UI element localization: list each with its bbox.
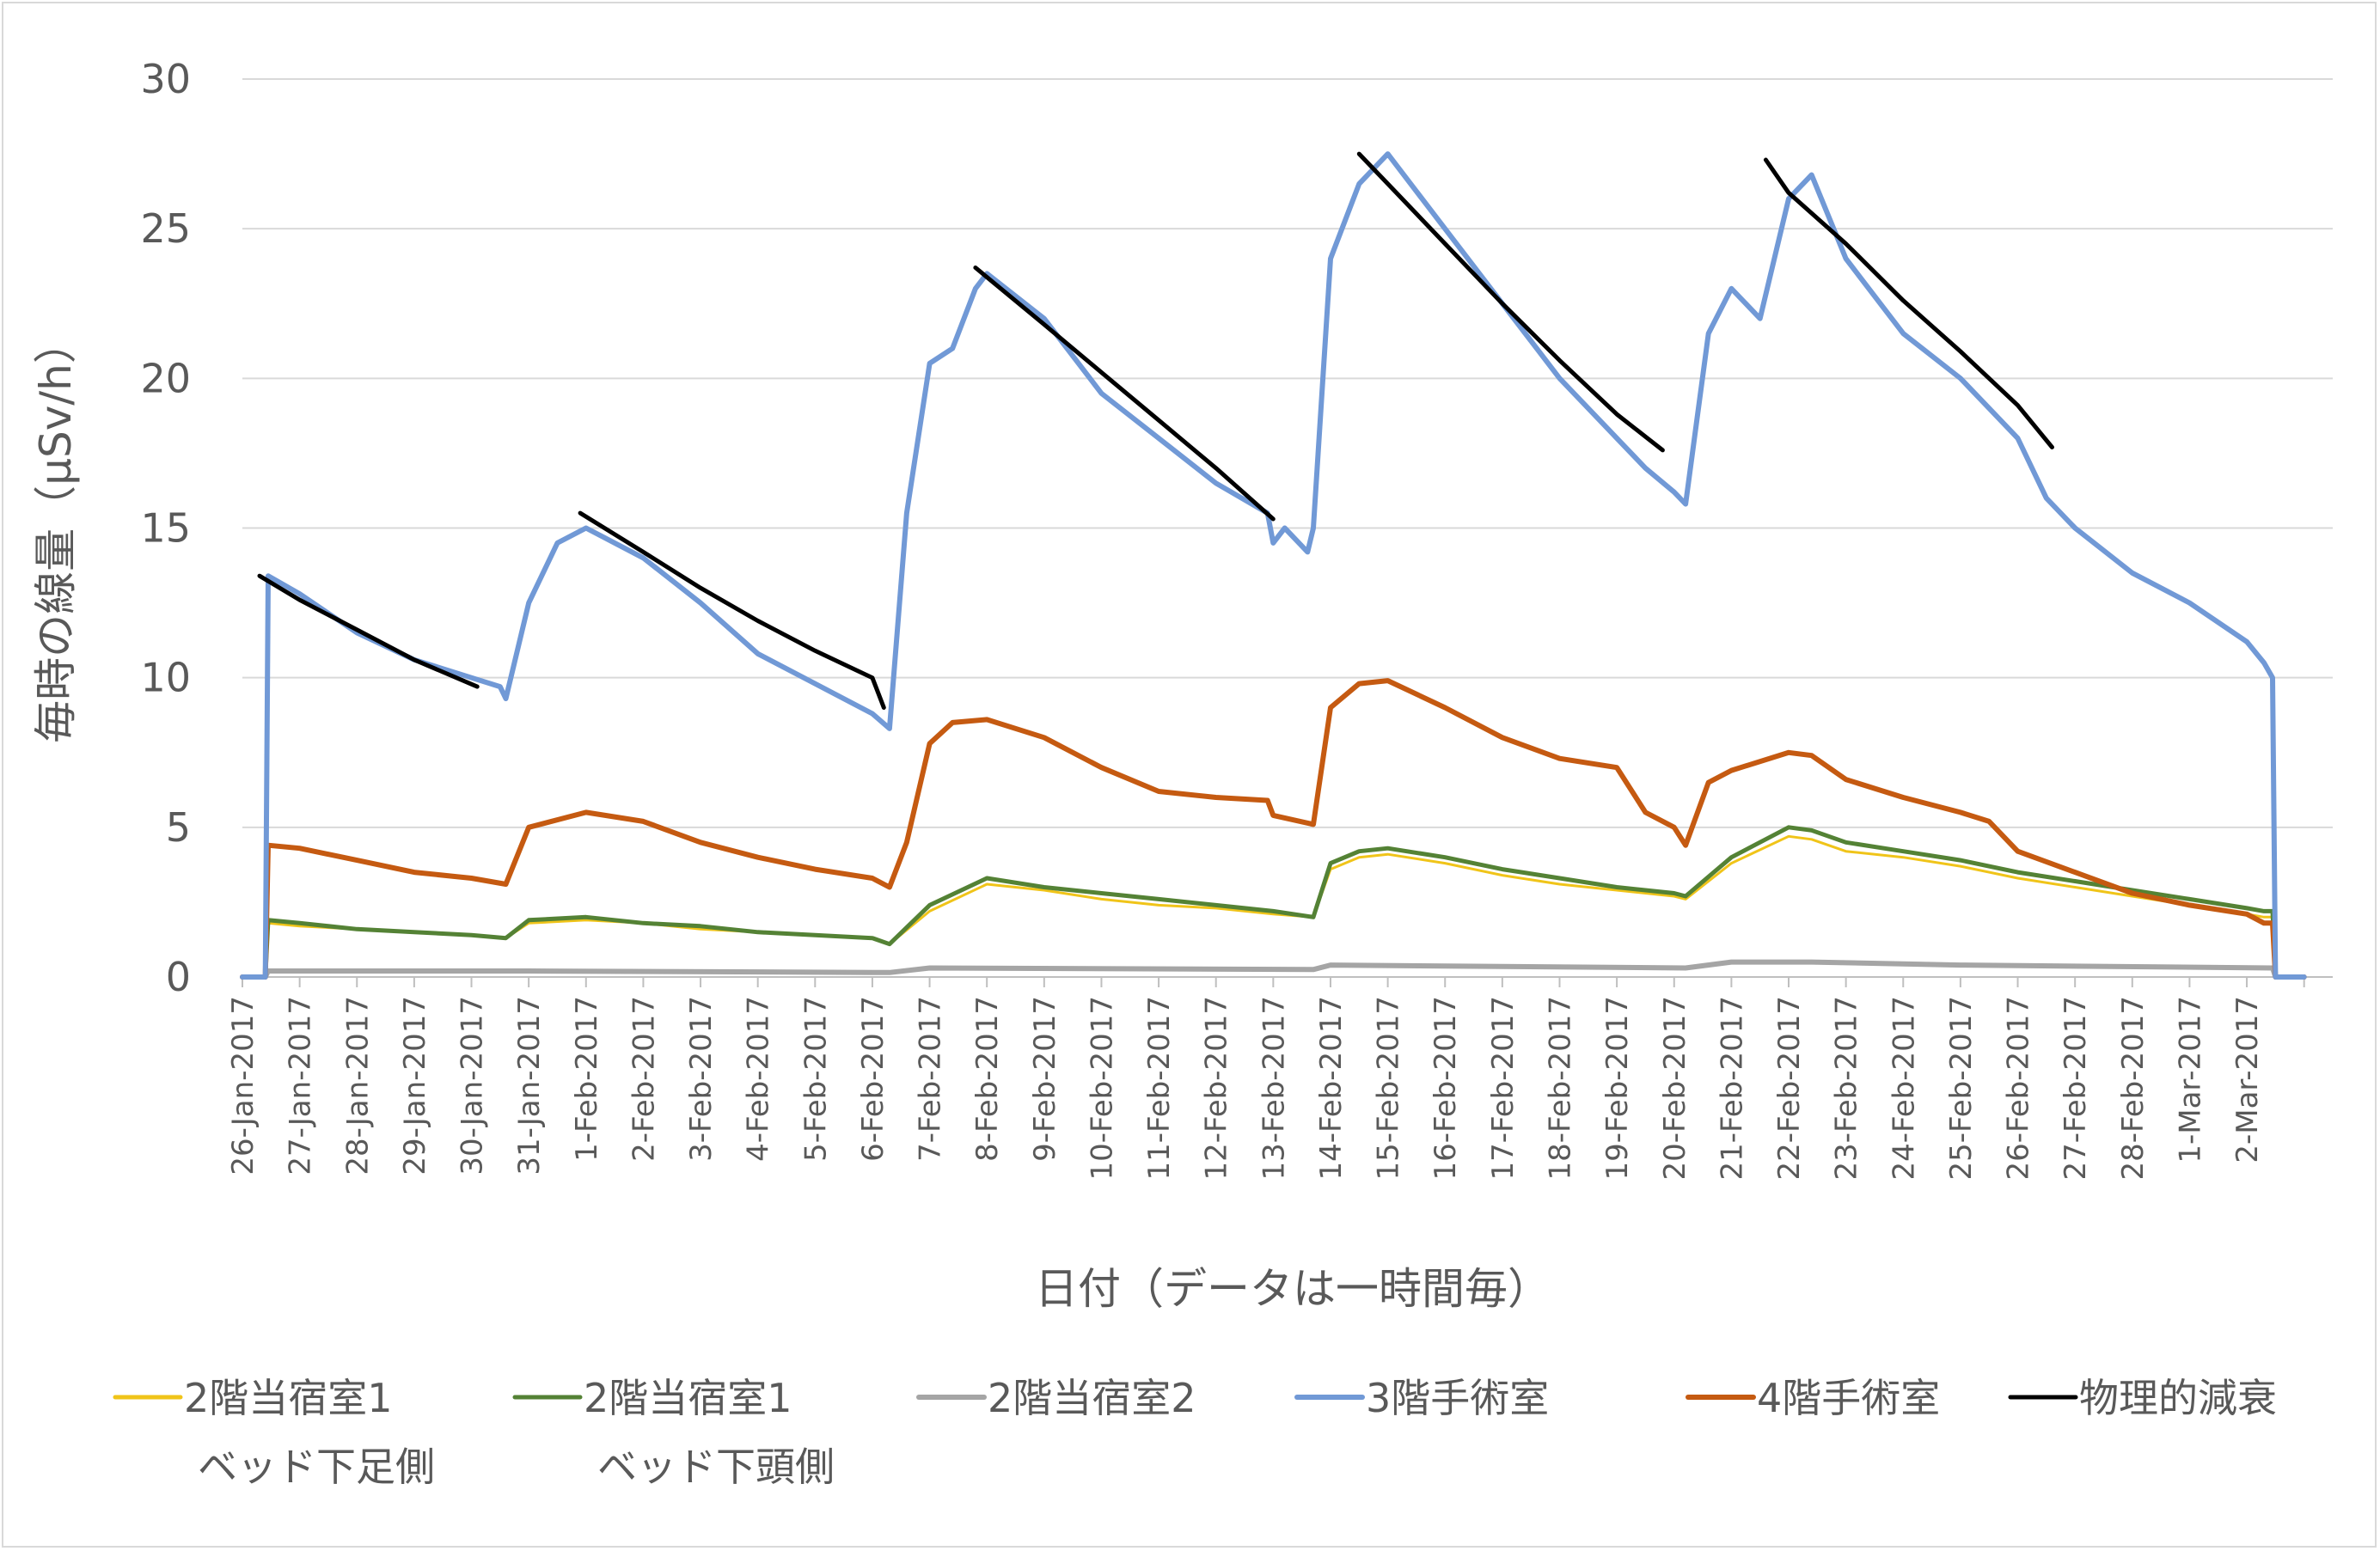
- series-line-6: [257, 573, 480, 689]
- y-tick-label: 30: [140, 56, 191, 102]
- x-tick-label: 23-Feb-2017: [1830, 996, 1864, 1181]
- x-tick-label: 1-Mar-2017: [2173, 996, 2207, 1163]
- series-line-6: [1763, 157, 2054, 449]
- line-chart: 0 5 10 15 20 25 30 26-Jan-2017 27-Jan-2017 28-Ja…: [31, 56, 2333, 1490]
- y-tick-label: 5: [166, 804, 191, 851]
- legend: 2階当宿室1 ベッド下足側 2階当宿室1 ベッド下頭側 2階当宿室2 3階手術室 4階手術室…: [113, 1375, 2277, 1490]
- legend-label-3: 2階当宿室2: [988, 1375, 1196, 1421]
- legend-label-5: 4階手術室: [1757, 1375, 1940, 1421]
- x-tick-label: 2-Feb-2017: [627, 996, 661, 1162]
- legend-label-2: ベッド下頭側: [597, 1444, 835, 1490]
- x-tick-label: 14-Feb-2017: [1314, 996, 1349, 1181]
- x-tick-label: 18-Feb-2017: [1543, 996, 1577, 1181]
- x-tick-label: 16-Feb-2017: [1429, 996, 1463, 1181]
- series-line-1: [241, 834, 2306, 979]
- series-line-6: [1356, 151, 1665, 453]
- x-tick-label: 12-Feb-2017: [1200, 996, 1234, 1181]
- x-axis-ticks: 26-Jan-2017 27-Jan-2017 28-Jan-2017 29-Jan-…: [226, 976, 2333, 1181]
- x-tick-label: 29-Jan-2017: [398, 996, 432, 1175]
- legend-label-6: 物理的減衰: [2079, 1375, 2277, 1421]
- x-tick-label: 11-Feb-2017: [1142, 996, 1177, 1181]
- x-tick-label: 10-Feb-2017: [1085, 996, 1119, 1181]
- x-tick-label: 24-Feb-2017: [1887, 996, 1921, 1181]
- legend-label-1: 2階当宿室1: [184, 1375, 393, 1421]
- x-tick-label: 15-Feb-2017: [1372, 996, 1406, 1181]
- x-tick-label: 27-Jan-2017: [284, 996, 318, 1175]
- x-tick-label: 13-Feb-2017: [1257, 996, 1291, 1181]
- series-line-3: [240, 959, 2307, 980]
- x-tick-label: 9-Feb-2017: [1028, 996, 1062, 1162]
- x-tick-label: 28-Feb-2017: [2116, 996, 2151, 1181]
- x-tick-label: 30-Jan-2017: [456, 996, 490, 1175]
- x-tick-label: 3-Feb-2017: [684, 996, 719, 1162]
- x-tick-label: 1-Feb-2017: [570, 996, 604, 1162]
- x-tick-label: 31-Jan-2017: [512, 996, 547, 1175]
- series-line-6: [973, 266, 1276, 522]
- x-tick-label: 2-Mar-2017: [2230, 996, 2265, 1163]
- x-tick-label: 5-Feb-2017: [798, 996, 833, 1162]
- x-tick-label: 22-Feb-2017: [1772, 996, 1807, 1181]
- x-tick-label: 26-Jan-2017: [226, 996, 260, 1175]
- y-axis-title: 毎時の線量（μSv/h）: [31, 321, 81, 743]
- legend-label-4: 3階手術室: [1366, 1375, 1549, 1421]
- x-tick-label: 27-Feb-2017: [2059, 996, 2093, 1181]
- x-tick-label: 25-Feb-2017: [1944, 996, 1979, 1181]
- y-tick-label: 0: [166, 954, 191, 1000]
- x-tick-label: 8-Feb-2017: [970, 996, 1005, 1162]
- x-tick-label: 20-Feb-2017: [1658, 996, 1692, 1181]
- y-tick-label: 10: [140, 655, 191, 701]
- x-tick-label: 7-Feb-2017: [914, 996, 948, 1162]
- x-tick-label: 19-Feb-2017: [1600, 996, 1635, 1181]
- series-line-4: [240, 151, 2307, 980]
- x-tick-label: 17-Feb-2017: [1486, 996, 1520, 1181]
- x-tick-label: 26-Feb-2017: [2002, 996, 2036, 1181]
- y-axis-ticks: 0 5 10 15 20 25 30: [140, 56, 191, 1000]
- y-tick-label: 15: [140, 505, 191, 552]
- series-line-6: [578, 510, 886, 710]
- legend-label-1: ベッド下足側: [198, 1444, 435, 1490]
- legend-label-2: 2階当宿室1: [584, 1375, 792, 1421]
- x-tick-label: 21-Feb-2017: [1715, 996, 1749, 1181]
- y-tick-label: 25: [140, 205, 191, 252]
- series-line-5: [240, 678, 2307, 980]
- y-tick-label: 20: [140, 355, 191, 401]
- x-tick-label: 4-Feb-2017: [742, 996, 776, 1162]
- series-line-2: [240, 825, 2307, 980]
- x-tick-label: 6-Feb-2017: [856, 996, 890, 1162]
- x-tick-label: 28-Jan-2017: [340, 996, 375, 1175]
- series-lines: [240, 151, 2307, 980]
- x-axis-title: 日付（データは一時間毎）: [1035, 1264, 1551, 1314]
